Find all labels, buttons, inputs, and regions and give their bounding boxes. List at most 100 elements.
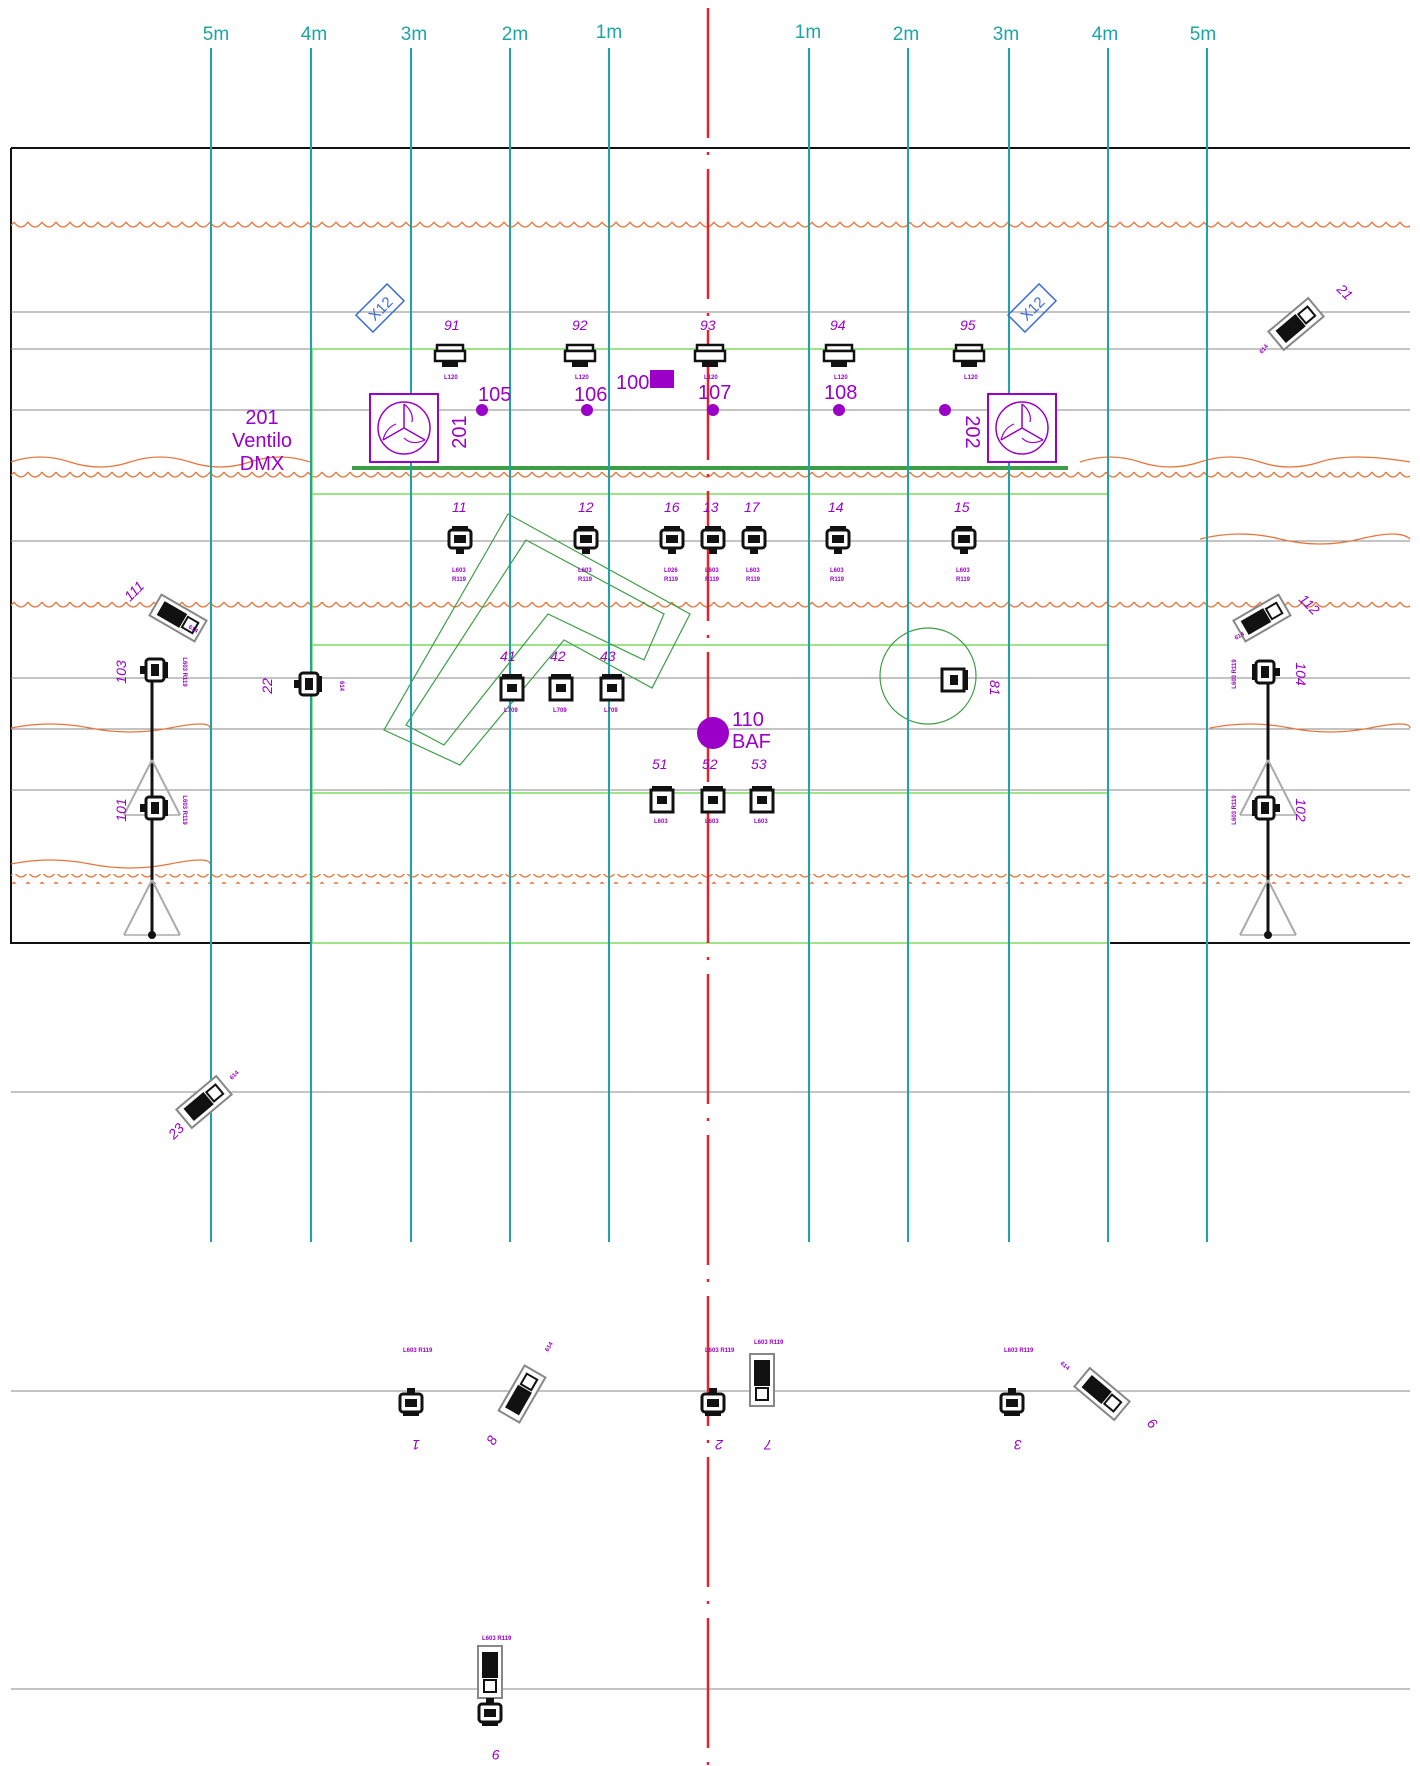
pipe-lines — [11, 311, 1410, 1690]
fixture-41-color: L709 — [504, 708, 518, 714]
fixture-9 — [477, 1645, 503, 1699]
fixture-102-gel: L603 R119 — [1232, 795, 1238, 825]
fixture-16-color1: L026 — [664, 568, 678, 574]
riser-right: X12 — [1006, 282, 1058, 334]
fixture-103-gel: L603 R119 — [181, 657, 187, 687]
fixture-52-color: L603 — [705, 819, 719, 825]
fixture-92 — [563, 343, 597, 369]
fixture-2-color: L603 R119 — [705, 1348, 735, 1354]
fixture-52-channel: 52 — [702, 756, 718, 772]
fixture-3-channel: 3 — [1014, 1437, 1022, 1453]
fixture-11 — [447, 524, 473, 556]
fixture-14-channel: 14 — [828, 499, 844, 515]
fixture-93 — [693, 343, 727, 369]
foh-fixtures: L603 R119 1 8 614 L603 R119 2 L603 R119 … — [398, 1340, 1161, 1453]
fixture-92-channel: 92 — [572, 317, 588, 333]
fixture-51-channel: 51 — [652, 756, 668, 772]
fixture-6 — [1073, 1367, 1131, 1421]
fixture-94-channel: 94 — [830, 317, 846, 333]
fixture-17-color1: L603 — [746, 568, 760, 574]
fixture-14-color2: R119 — [830, 577, 845, 583]
fixture-21-channel: 21 — [1333, 280, 1356, 303]
meter-label-left-4: 4m — [301, 24, 327, 45]
mid-row-fixtures: 11 L603 R119 12 L603 R119 16 L026 R119 1… — [447, 499, 977, 583]
meter-label-right-1: 1m — [795, 22, 821, 43]
meter-label-left-1: 1m — [596, 22, 622, 43]
practical-105-label: 105 — [478, 384, 511, 406]
smoke-label: BAF — [732, 731, 771, 753]
fixture-23-gel: 614 — [229, 1070, 241, 1082]
fixture-42 — [548, 672, 574, 702]
fixture-12 — [573, 524, 599, 556]
fixture-104-gel: L603 R119 — [1232, 659, 1238, 689]
fixture-13-channel: 13 — [703, 499, 719, 515]
fixture-17-channel: 17 — [744, 499, 761, 515]
fixture-91 — [433, 343, 467, 369]
fixture-12-channel: 12 — [578, 499, 594, 515]
fan-201-caption-1: 201 — [245, 407, 278, 429]
fixture-23 — [175, 1075, 233, 1129]
riser-left: X12 — [354, 282, 406, 334]
fixture-95-color: L120 — [964, 375, 978, 381]
meter-label-left-2: 2m — [502, 24, 528, 45]
fixture-92-color: L120 — [575, 375, 589, 381]
fixture-9-body — [477, 1696, 503, 1728]
fixture-104-channel: 104 — [1293, 662, 1309, 686]
practical-extra-dot — [939, 404, 951, 416]
fixture-23-channel: 23 — [164, 1120, 187, 1143]
fixture-51 — [649, 784, 675, 814]
fixture-14-color1: L603 — [830, 568, 844, 574]
fixture-94-color: L120 — [834, 375, 848, 381]
special-100-box — [650, 370, 674, 388]
meter-grid — [210, 48, 1208, 1242]
fixture-11-channel: 11 — [452, 499, 467, 515]
fixture-95-channel: 95 — [960, 317, 976, 333]
practical-106-dot — [581, 404, 593, 416]
practicals: 105 106 107 108 — [476, 382, 951, 416]
fixture-42-color: L709 — [553, 708, 567, 714]
fan-201-caption-2: Ventilo — [232, 430, 292, 452]
spot-81-channel: 81 — [987, 680, 1003, 696]
special-100-label: 100 — [616, 372, 649, 394]
curtains — [10, 219, 1411, 884]
fixture-16-channel: 16 — [664, 499, 680, 515]
row5-fixtures: 51 L603 52 L603 53 L603 — [649, 756, 775, 825]
fixture-112-channel: 112 — [1296, 591, 1323, 618]
fixture-14 — [825, 524, 851, 556]
stand-101 — [122, 798, 182, 941]
fixture-41-channel: 41 — [500, 648, 516, 664]
smoke-channel: 110 — [732, 709, 764, 731]
fixture-11-color1: L603 — [452, 568, 466, 574]
fixture-53-color: L603 — [754, 819, 768, 825]
fixture-22-gel: 614 — [338, 681, 344, 692]
fixture-6-color: 614 — [1059, 1361, 1071, 1372]
fixture-51-color: L603 — [654, 819, 668, 825]
meter-label-left-5: 5m — [203, 24, 229, 45]
fixture-95 — [952, 343, 986, 369]
set-piece — [383, 513, 691, 766]
riser-left-label: X12 — [366, 294, 397, 325]
meter-label-right-5: 5m — [1190, 24, 1216, 45]
fixture-102-channel: 102 — [1293, 798, 1309, 822]
fixture-7 — [749, 1353, 775, 1407]
fixture-15 — [951, 524, 977, 556]
meter-labels: 5m 4m 3m 2m 1m 1m 2m 3m 4m 5m — [203, 22, 1216, 45]
fixture-1-channel: 1 — [412, 1437, 420, 1453]
fixture-21-gel: 614 — [1259, 343, 1270, 355]
fixture-12-color2: R119 — [578, 577, 593, 583]
fixture-52 — [700, 784, 726, 814]
fixture-21 — [1267, 297, 1325, 351]
spot-area-circle — [879, 627, 977, 725]
fixture-16-color2: R119 — [664, 577, 679, 583]
fan-201-caption-3: DMX — [240, 453, 284, 475]
meter-label-right-4: 4m — [1092, 24, 1118, 45]
spot-81 — [940, 667, 970, 693]
fan-201-channel: 201 — [449, 415, 471, 448]
fixture-17 — [741, 524, 767, 556]
fixture-111-channel: 111 — [121, 578, 147, 604]
fixture-43 — [599, 672, 625, 702]
fixture-8 — [497, 1364, 547, 1424]
fan-202-channel: 202 — [961, 415, 983, 448]
fixture-17-color2: R119 — [746, 577, 761, 583]
